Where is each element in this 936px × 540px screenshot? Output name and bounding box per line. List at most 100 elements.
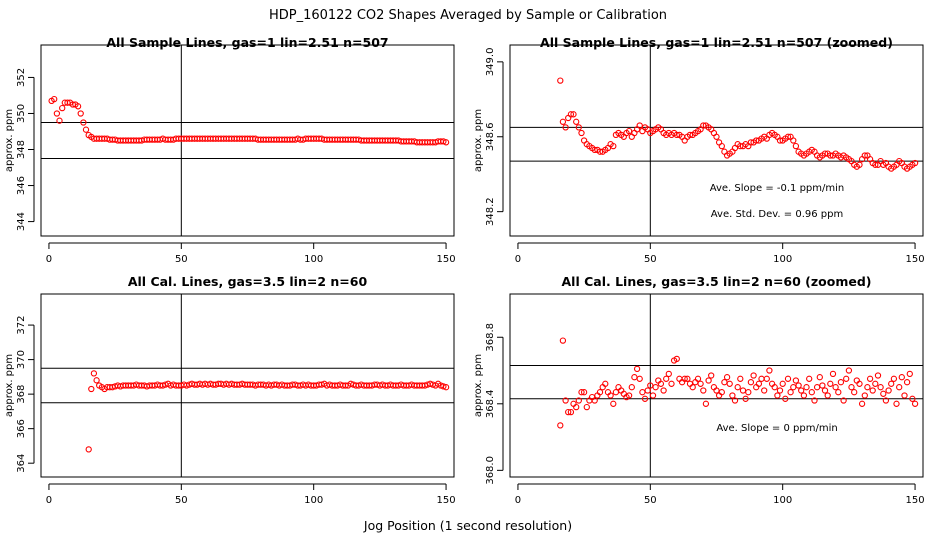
data-point [668,380,675,387]
data-point [813,384,821,391]
y-tick-label: 352 [16,68,27,87]
x-tick-label: 50 [175,495,188,506]
x-tick-label: 0 [46,254,52,265]
data-point [673,131,680,139]
data-point [74,103,82,110]
y-tick-label: 348 [16,140,27,159]
data-point [776,137,784,144]
y-tick-label: 368.4 [485,389,496,418]
data-point [874,372,882,379]
data-point [745,389,752,396]
data-point [700,387,707,394]
panel-title: All Cal. Lines, gas=3.5 lin=2 n=60 (zoom… [562,274,872,289]
data-point [109,384,116,391]
data-point [56,117,63,124]
data-point [644,387,651,394]
data-point [755,380,763,387]
panels: All Sample Lines, gas=1 lin=2.51 n=507 0 5… [4,35,925,506]
data-point [734,384,741,391]
data-point [610,142,617,150]
data-point [872,161,879,168]
data-point [573,118,580,125]
data-point [580,389,588,396]
data-point [845,367,853,374]
data-point [821,387,829,394]
plot-frame [509,293,924,478]
data-point [800,392,808,399]
data-point [819,382,826,389]
data-point [700,122,707,129]
data-point [869,387,876,394]
data-point [684,375,691,382]
data-point [718,142,725,150]
data-point [782,395,789,402]
data-point [575,124,582,131]
y-tick-label: 368.8 [485,323,496,352]
data-point [806,375,813,382]
data-point [427,380,434,387]
data-point [827,380,834,387]
data-point [758,375,765,382]
data-point [69,101,76,108]
data-point [877,384,884,391]
data-point [631,374,638,381]
data-point [737,375,744,382]
data-point [602,380,609,387]
data-point [183,382,190,389]
data-point [827,152,834,159]
panel-title: All Cal. Lines, gas=3.5 lin=2 n=60 [128,274,368,289]
y-tick-label: 348.6 [485,122,496,151]
x-tick-label: 50 [175,254,188,265]
data-point [64,99,71,106]
data-point [856,380,863,387]
data-point [652,384,659,391]
data-point [864,384,871,391]
data-point [657,380,665,387]
data-point [837,379,845,386]
data-point [763,375,770,382]
data-point [771,384,778,391]
data-point [832,384,839,391]
data-point [753,137,760,144]
data-point [442,139,450,146]
data-point [911,400,919,407]
data-point [689,384,696,391]
data-point [816,374,823,381]
y-tick-label: 372 [16,316,27,335]
data-point [442,384,450,391]
data-point [803,384,810,391]
y-tick-label: 368.0 [485,456,496,485]
data-point [750,372,757,379]
data-point [888,380,895,387]
data-point [440,383,447,390]
y-axis-label: approx. ppm [4,109,15,172]
data-point [721,379,728,386]
data-point [795,382,802,389]
y-tick-label: 366 [16,419,27,438]
data-point [697,380,704,387]
x-tick-label: 100 [773,254,792,265]
x-tick-label: 0 [515,254,521,265]
data-point [866,375,874,382]
x-tick-label: 150 [906,254,925,265]
data-point [861,392,868,399]
y-axis-label: approx. ppm [473,109,484,172]
data-point [718,389,725,396]
data-point [641,395,649,402]
data-point [575,397,582,404]
x-tick-label: 150 [437,495,456,506]
x-tick-label: 150 [437,254,456,265]
annotation: Ave. Std. Dev. = 0.96 ppm [711,209,843,220]
plot-frame [509,44,924,237]
plot-frame [40,293,455,478]
data-point [851,389,858,396]
data-point [821,150,829,157]
data-point [903,379,911,386]
x-tick-label: 100 [773,495,792,506]
data-point [665,370,672,378]
data-point [739,387,747,394]
data-point [77,110,84,117]
data-point [694,375,702,382]
data-point [890,375,898,382]
data-point [557,77,564,84]
